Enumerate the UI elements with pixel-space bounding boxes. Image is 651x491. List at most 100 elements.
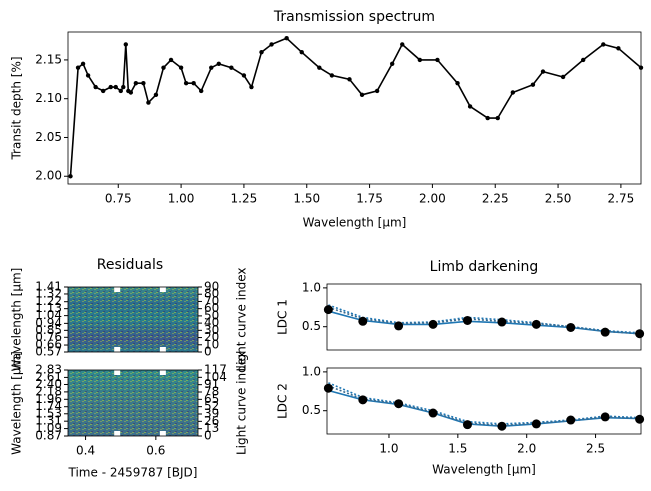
y-tick-label: 1.04	[35, 308, 62, 322]
data-point	[249, 84, 254, 90]
data-point	[118, 88, 123, 94]
data-point	[616, 46, 621, 51]
data-point	[100, 88, 106, 94]
axes-frame	[326, 367, 642, 435]
x-tick-label: 1.25	[231, 192, 258, 206]
data-point	[113, 84, 118, 90]
panel-title: Residuals	[97, 257, 163, 273]
y2-tick-label: 50	[204, 308, 219, 322]
data-point	[141, 80, 146, 86]
y-tick-label: 2.83	[35, 363, 62, 377]
data-point	[85, 73, 91, 78]
data-point	[389, 61, 395, 66]
x-tick-label: 2.25	[482, 192, 509, 206]
data-point	[128, 90, 134, 95]
y-tick-label: 1.09	[35, 421, 62, 435]
data-point	[329, 73, 335, 78]
y-tick-label: 1.0	[302, 280, 321, 294]
data-point	[600, 412, 610, 422]
heatmap-texture	[68, 287, 198, 352]
y-tick-label: 0.66	[35, 338, 62, 352]
data-point	[347, 77, 352, 82]
y2-tick-label: 60	[204, 301, 219, 315]
data-point	[374, 88, 380, 94]
y2-tick-label: 91	[204, 377, 219, 391]
y-tick-label: 0.94	[35, 316, 62, 330]
marker-box	[114, 370, 121, 375]
y-tick-label: 1.32	[35, 286, 62, 300]
y2-tick-label: 30	[204, 323, 219, 337]
data-point	[68, 174, 73, 179]
data-point	[317, 65, 322, 70]
data-line	[328, 389, 640, 428]
x-tick-label: 1.00	[168, 192, 195, 206]
axes-frame	[326, 283, 642, 351]
y-tick-label: 1.0	[302, 364, 321, 378]
y-tick-label: 1.41	[35, 280, 62, 294]
data-point	[638, 65, 644, 70]
y-axis-label: Wavelength [μm]	[10, 268, 24, 372]
axes-frame	[67, 31, 642, 185]
x-axis-label: Wavelength [μm]	[303, 216, 407, 230]
x-tick-label: 2.00	[419, 192, 446, 206]
data-point	[241, 73, 247, 78]
data-point	[183, 80, 189, 86]
y-tick-label: 1.13	[35, 301, 62, 315]
data-point	[323, 305, 333, 315]
data-point	[358, 316, 368, 326]
model-dotted-line	[328, 382, 640, 425]
y2-tick-label: 70	[204, 294, 219, 308]
data-point	[394, 321, 404, 331]
data-point	[323, 383, 333, 393]
panel-title: Limb darkening	[430, 259, 539, 275]
y-tick-label: 2.05	[35, 130, 62, 144]
data-point	[198, 88, 204, 94]
y-tick-label: 0.87	[35, 429, 62, 443]
data-point	[108, 84, 113, 90]
data-point	[428, 408, 438, 418]
y2-tick-label: 26	[204, 414, 219, 428]
marker-box	[159, 431, 166, 436]
y-axis-label: LDC 1	[276, 299, 290, 335]
data-line	[328, 310, 640, 335]
x-axis-label: Wavelength [μm]	[432, 463, 536, 477]
y2-tick-label: 80	[204, 287, 219, 301]
data-point	[209, 65, 214, 70]
data-point	[566, 415, 576, 425]
data-point	[216, 61, 221, 66]
data-point	[75, 65, 81, 70]
y2-axis-label: Light curve index	[235, 267, 249, 371]
data-point	[359, 92, 365, 98]
y-axis-label: Transit depth [%]	[10, 56, 24, 160]
data-point	[540, 69, 546, 74]
y-tick-label: 1.74	[35, 399, 62, 413]
x-tick-label: 2.0	[517, 442, 536, 456]
data-point	[284, 36, 289, 41]
data-point	[580, 57, 586, 63]
data-point	[259, 49, 264, 55]
data-point	[530, 82, 536, 87]
y2-axis-label: Light curve index	[235, 351, 249, 455]
y-axis-label: Wavelength [μm]	[10, 351, 24, 455]
marker-box	[159, 370, 166, 375]
y2-tick-label: 52	[204, 399, 219, 413]
y-tick-label: 0.5	[302, 319, 321, 333]
x-tick-label: 1.0	[379, 442, 398, 456]
data-point	[229, 65, 234, 70]
marker-box	[159, 287, 166, 292]
data-point	[400, 42, 405, 47]
data-point	[635, 329, 645, 339]
data-point	[485, 115, 490, 121]
y-tick-label: 2.10	[35, 91, 62, 105]
data-point	[161, 65, 166, 70]
y-axis-label: LDC 2	[276, 383, 290, 419]
y2-tick-label: 104	[204, 370, 227, 384]
y2-tick-label: 90	[204, 280, 219, 294]
data-point	[178, 65, 184, 70]
data-point	[566, 322, 576, 332]
data-point	[358, 395, 368, 405]
y-tick-label: 0.5	[302, 403, 321, 417]
data-point	[153, 92, 159, 98]
x-tick-label: 2.5	[586, 442, 605, 456]
